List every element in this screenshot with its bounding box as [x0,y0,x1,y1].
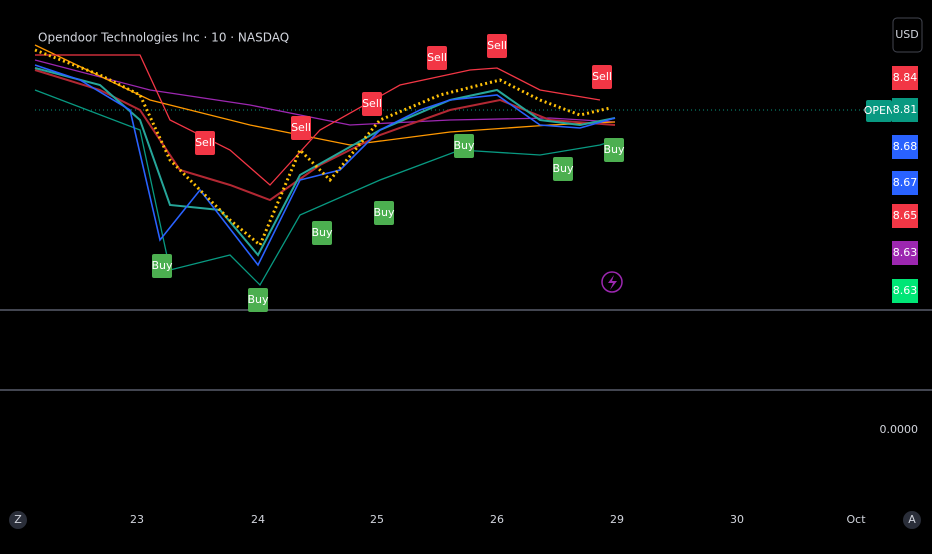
signal-badge [592,65,612,89]
price-label: 8.84 [893,71,918,84]
signal-label: Sell [195,136,215,149]
symbol-title: Opendoor Technologies Inc · 10 · NASDAQ [38,31,289,45]
indicator-lines [34,44,616,287]
price [34,64,616,267]
signal-badge [487,34,507,58]
time-label: 30 [730,513,744,526]
signal-badge [553,157,573,181]
ma-green [34,67,616,257]
price-label-bg [892,66,918,90]
price-label-bg [892,241,918,265]
ma-purple [34,59,616,126]
band-lower [34,89,616,287]
signal-badge [195,131,215,155]
time-label: Oct [846,513,866,526]
time-label: 25 [370,513,384,526]
signal-badge [454,134,474,158]
price-label: 8.63 [893,246,918,259]
signal-label: Sell [291,121,311,134]
signal-label: Sell [592,70,612,83]
price-label: 8.68 [893,140,918,153]
signal-label: Buy [373,206,395,219]
time-label: 23 [130,513,144,526]
signal-label: Buy [247,293,269,306]
signal-label: Buy [151,259,173,272]
price-label-bg [892,171,918,195]
signal-label: Buy [552,162,574,175]
signal-label: Buy [453,139,475,152]
open-label: OPEN [864,104,894,117]
signal-badge [312,221,332,245]
price-label-bg [892,279,918,303]
signal-badge [152,254,172,278]
signal-badge [427,46,447,70]
price-label: 8.65 [893,209,918,222]
axis-button[interactable] [9,511,27,529]
price-label: 8.63 [893,284,918,297]
signal-badge [362,92,382,116]
signal-badge [374,201,394,225]
time-label: 29 [610,513,624,526]
time-label: 26 [490,513,504,526]
signal-label: Sell [427,51,447,64]
time-label[interactable]: Z [14,513,22,526]
signal-label: Buy [603,143,625,156]
time-label[interactable]: A [908,513,916,526]
price-label-bg [892,135,918,159]
price-label-bg [892,98,918,122]
signal-badge [291,116,311,140]
signal-badge [248,288,268,312]
signal-badge [604,138,624,162]
lightning [608,275,617,290]
signal-label: Sell [487,39,507,52]
indicator-value: 0.0000 [880,423,919,436]
price-label-bg [892,204,918,228]
open-badge [866,100,892,122]
signal-label: Sell [362,97,382,110]
price-label: 8.67 [893,176,918,189]
currency-button[interactable] [892,17,923,53]
price-label: 8.81 [893,103,918,116]
trail-stop [34,48,611,248]
currency[interactable]: USD [895,28,919,41]
axis-button[interactable] [903,511,921,529]
band-upper [35,54,601,186]
signal-label: Buy [311,226,333,239]
time-label: 24 [251,513,265,526]
event-icon[interactable] [601,271,623,293]
